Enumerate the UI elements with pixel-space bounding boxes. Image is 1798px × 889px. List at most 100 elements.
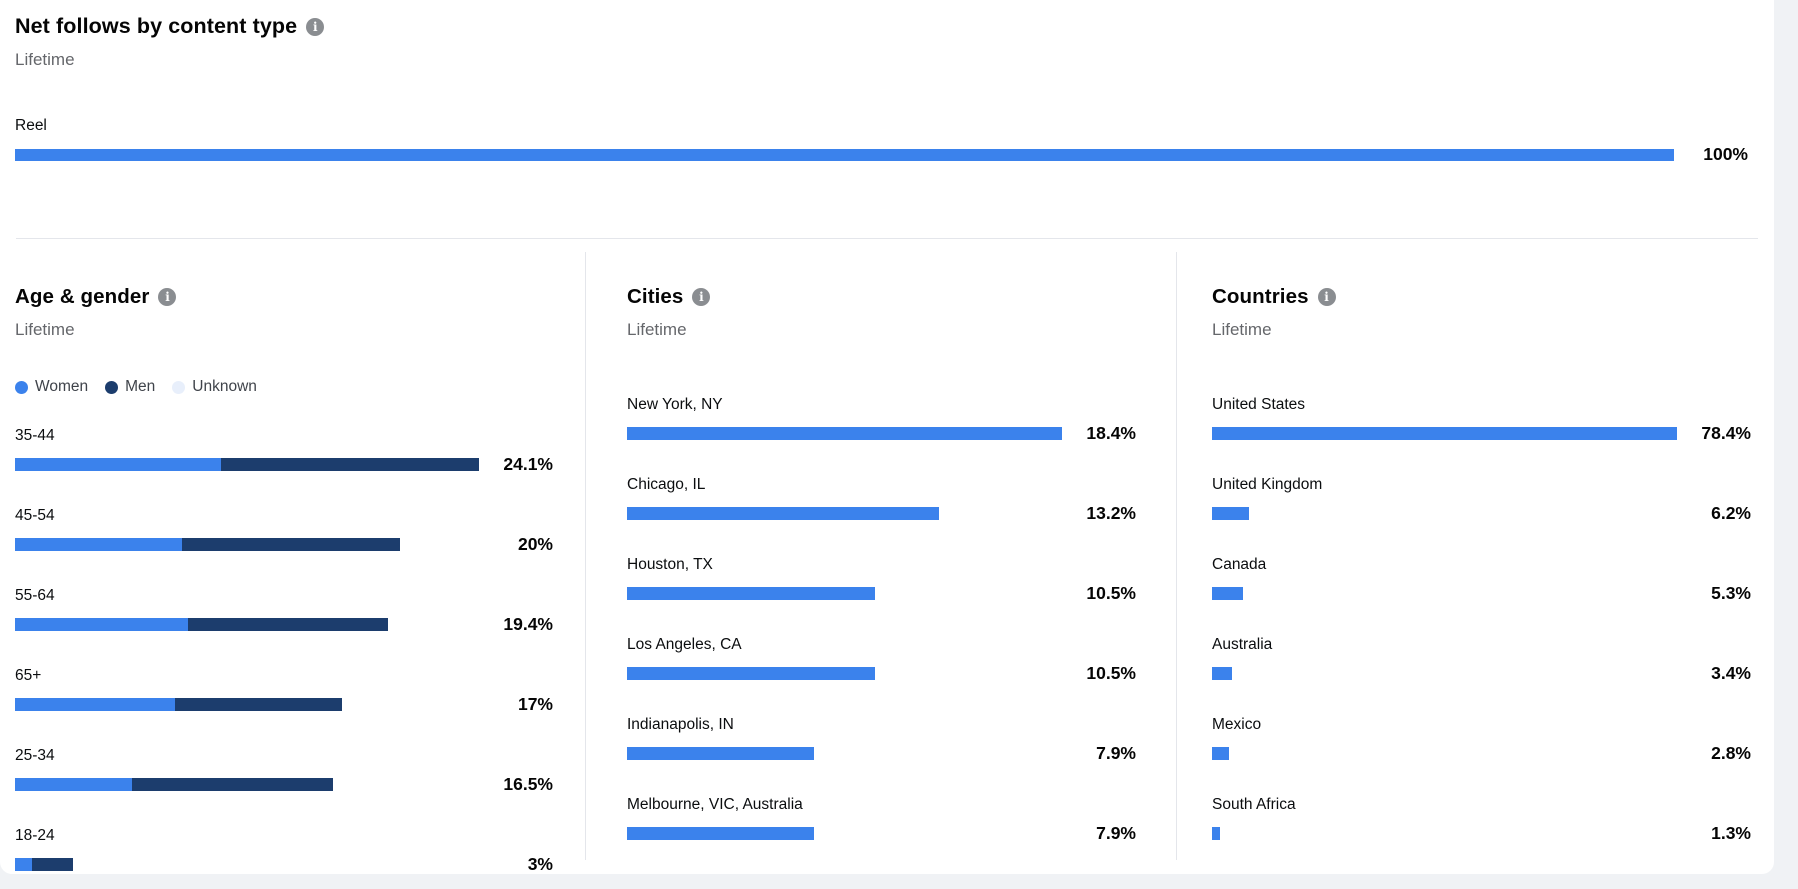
cities-title: Cities xyxy=(627,285,684,308)
age-gender-header: Age & gender i xyxy=(15,285,553,309)
bar-value: 3.4% xyxy=(1711,663,1751,683)
bar xyxy=(15,618,389,631)
bar-line: 10.5% xyxy=(627,663,1136,684)
bar-segment-women xyxy=(15,858,33,871)
bar xyxy=(15,538,401,551)
bar-track xyxy=(1212,507,1677,520)
bar-line: 78.4% xyxy=(1212,423,1751,444)
cities-header: Cities i xyxy=(627,285,1136,309)
legend-item-women: Women xyxy=(15,378,88,396)
bar-segment-women xyxy=(15,458,221,471)
chart-row: Los Angeles, CA 10.5% xyxy=(627,635,1136,684)
bar-segment-women xyxy=(15,778,133,791)
countries-panel: Countries i Lifetime United States 78.4% U… xyxy=(1176,252,1774,860)
net-follows-header: Net follows by content type i xyxy=(15,14,1748,39)
bar-value: 20% xyxy=(517,534,553,554)
bar-track xyxy=(15,538,479,551)
chart-row: United States 78.4% xyxy=(1212,395,1751,444)
bar-segment-men xyxy=(221,458,479,471)
chart-row: Melbourne, VIC, Australia 7.9% xyxy=(627,795,1136,844)
legend-dot-icon xyxy=(172,380,186,394)
bar-value: 3% xyxy=(527,854,553,874)
bar-label: 55-64 xyxy=(15,587,55,604)
bar-track xyxy=(1212,827,1677,840)
bar-value: 100% xyxy=(1703,144,1748,164)
bar-line: 2.8% xyxy=(1212,743,1751,764)
net-follows-chart: Reel 100% xyxy=(15,116,1748,165)
bar-line: 24.1% xyxy=(15,454,553,475)
insights-card: Net follows by content type i Lifetime R… xyxy=(0,0,1774,874)
bar-label: United Kingdom xyxy=(1212,476,1323,493)
legend-label: Unknown xyxy=(192,378,257,395)
bar-track xyxy=(15,458,479,471)
bar-line: 100% xyxy=(15,144,1748,165)
bar-segment-men xyxy=(174,698,343,711)
bar-label: Canada xyxy=(1212,556,1267,573)
bar xyxy=(627,827,814,840)
bar-line: 16.5% xyxy=(15,774,553,795)
bar-line: 20% xyxy=(15,534,553,555)
bar-label: Australia xyxy=(1212,636,1273,653)
net-follows-subtitle: Lifetime xyxy=(15,50,75,69)
bar-value: 5.3% xyxy=(1711,583,1751,603)
age-gender-title: Age & gender xyxy=(15,285,150,308)
bar-label: Mexico xyxy=(1212,716,1262,733)
bar xyxy=(1212,747,1229,760)
info-icon[interactable]: i xyxy=(158,288,177,306)
info-icon[interactable]: i xyxy=(692,288,711,306)
bar-label: Los Angeles, CA xyxy=(627,636,742,653)
legend-item-men: Men xyxy=(105,378,155,396)
age-gender-panel: Age & gender i Lifetime Women Men Unknown … xyxy=(0,252,585,874)
cities-subtitle: Lifetime xyxy=(627,320,687,339)
cities-panel: Cities i Lifetime New York, NY 18.4% Chica… xyxy=(585,252,1176,860)
chart-row: Indianapolis, IN 7.9% xyxy=(627,715,1136,764)
bar-line: 19.4% xyxy=(15,614,553,635)
bar-track xyxy=(1212,587,1677,600)
info-icon[interactable]: i xyxy=(306,17,325,36)
bar-label: Melbourne, VIC, Australia xyxy=(627,796,803,813)
bar-track xyxy=(1212,667,1677,680)
bar-value: 16.5% xyxy=(503,774,553,794)
bar-track xyxy=(1212,427,1677,440)
chart-row: 18-24 3% xyxy=(15,826,553,875)
net-follows-title: Net follows by content type xyxy=(15,14,298,38)
age-gender-chart: 35-44 24.1% 45-54 20% 55-64 19.4% 65+ 17% 25-34 1… xyxy=(15,426,553,875)
chart-row: 65+ 17% xyxy=(15,666,553,715)
bar-track xyxy=(15,618,479,631)
bar-track xyxy=(15,148,1674,161)
bar-value: 6.2% xyxy=(1711,503,1751,523)
bar-track xyxy=(627,747,1062,760)
bar-segment-men xyxy=(132,778,333,791)
bar-track xyxy=(627,667,1062,680)
bar-value: 10.5% xyxy=(1086,583,1136,603)
bar-line: 17% xyxy=(15,694,553,715)
bar xyxy=(15,858,73,871)
bar-track xyxy=(1212,747,1677,760)
bar xyxy=(15,698,343,711)
chart-row: South Africa 1.3% xyxy=(1212,795,1751,844)
bar-segment-men xyxy=(182,538,401,551)
chart-row: United Kingdom 6.2% xyxy=(1212,475,1751,524)
chart-row: Mexico 2.8% xyxy=(1212,715,1751,764)
bar-segment-women xyxy=(15,618,189,631)
bar-label: South Africa xyxy=(1212,796,1296,813)
bar-value: 13.2% xyxy=(1086,503,1136,523)
bar xyxy=(627,507,940,520)
bar-value: 7.9% xyxy=(1096,823,1136,843)
bar-label: Houston, TX xyxy=(627,556,713,573)
legend-label: Women xyxy=(35,378,89,395)
bar-label: 35-44 xyxy=(15,427,55,444)
bar-segment-women xyxy=(15,698,175,711)
bar-segment-men xyxy=(188,618,389,631)
chart-row: 55-64 19.4% xyxy=(15,586,553,635)
bar xyxy=(15,778,333,791)
countries-subtitle: Lifetime xyxy=(1212,320,1272,339)
bar-track xyxy=(15,778,479,791)
bar-label: 25-34 xyxy=(15,747,55,764)
bar-label: Chicago, IL xyxy=(627,476,706,493)
bar-segment-men xyxy=(32,858,73,871)
bar-value: 18.4% xyxy=(1086,423,1136,443)
age-gender-legend: Women Men Unknown xyxy=(15,378,553,396)
info-icon[interactable]: i xyxy=(1317,288,1336,306)
bar xyxy=(1212,587,1244,600)
